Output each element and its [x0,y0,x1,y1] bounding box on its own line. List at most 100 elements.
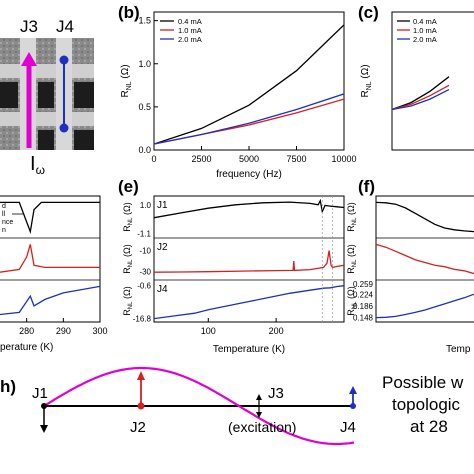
plot-b-ytick-label: 1.0 [138,59,151,69]
device-bar-top [0,64,94,78]
plot-f-ytick-label: 0.186 [353,302,374,311]
plot-f-ytick-label: 0.259 [353,280,374,289]
blue-probe-bottom [59,123,69,133]
plot-e-subplot-label: J2 [157,242,168,253]
magenta-arrowhead [21,52,37,66]
device-label-j4: J4 [56,17,74,36]
panel-label-h: h) [0,377,16,396]
plot-c-legend-label: 1.0 mA [413,26,437,35]
panel-label-b: (b) [118,3,140,22]
plot-b-series-line [154,93,344,145]
j1-node [41,403,47,409]
plot-e-ylabel-3-main: R [122,309,132,316]
plot-e-ytick-label: -30 [139,268,151,277]
plot-f-ylabel-2: RNL (Ω) [346,244,358,273]
plot-f-trace [376,293,474,319]
plot-f-ylabel-3-unit: (Ω) [346,286,356,301]
plot-b-xtick-label: 0 [151,154,156,164]
device-pad-5 [74,130,94,150]
plot-c-ylabel-main: R [360,90,371,97]
plot-b: 0 2500 5000 7500 10000 0.0 0.5 1.0 1.5 0.4 mA1.0 … [138,16,356,180]
plot-d-frame [0,195,101,323]
plot-d_partial-trace [0,285,100,316]
plot-e-ytick-label: -1.1 [137,229,151,238]
plot-e-xtick-label: 200 [269,326,284,336]
plot-f-ylabel-1-main: R [346,225,356,232]
plot-f-ylabel-2-sub: NL [352,259,358,267]
plot-c-legend-label: 0.4 mA [413,17,437,26]
plot-d-annotation-2: ll [2,211,6,218]
plot-e-ytick-label: 1.0 [140,201,152,210]
j4-node [350,403,356,409]
plot-b-xtick-label: 5000 [239,154,259,164]
plot-e-subplot-label: J4 [157,284,168,295]
current-label: Iω [30,153,45,177]
plot-b-ylabel-main: R [120,90,131,97]
plot-e-ytick-label: -10 [139,247,151,256]
wave-label-j2: J2 [130,419,146,436]
plot-e-trace [154,250,344,273]
plot-d-xtick-label: 290 [56,326,71,336]
plot-f-trace [376,201,474,233]
plot-d_partial-trace [0,201,100,235]
plot-e-ylabels: RNL (Ω) RNL (Ω) RNL (Ω) [122,202,134,315]
j2-red-arrowhead [137,371,145,380]
plot-b-legend-label: 2.0 mA [178,35,202,44]
device-pad-1 [0,82,18,108]
device-pad-2 [38,82,54,108]
device-pad-4 [38,130,54,150]
plot-b-ytick-label: 1.5 [138,16,151,26]
plot-d-xtick-label: 280 [19,326,34,336]
plot-b-legend-label: 1.0 mA [178,26,202,35]
plot-b-ytick-label: 0.0 [138,145,151,155]
plot-c: 0.4 mA1.0 mA2.0 mA [392,17,450,111]
plot-e-ytick-label: -0.6 [137,281,151,290]
device-label-j3: J3 [20,17,38,36]
j2-node [137,402,145,410]
plot-f-ytick-label: 0.148 [353,314,374,323]
caption-line-2: topologic [392,395,461,414]
plot-f-ylabel-1: RNL (Ω) [346,202,358,231]
plot-b-xtick-label: 2500 [191,154,211,164]
plot-c-ylabel-unit: (Ω) [360,64,371,81]
plot-d: 280 290 300 [0,201,108,336]
plot-e-ylabel-2-sub: NL [128,259,134,267]
plot-d-annotation-1: d [2,203,6,210]
plot-d-annotations: d ll nce n [2,203,24,234]
plot-d-xtick-label: 300 [92,326,107,336]
j3-arrowhead-down [256,412,262,418]
plot-b-legend-label: 0.4 mA [178,17,202,26]
plot-b-ytick-label: 0.5 [138,102,151,112]
plot-f-ytick-label: 0.224 [353,290,374,299]
j3-arrowhead-up [256,394,262,400]
plot-e-frame [153,195,345,323]
device-image-panel: J3 J4 Iω [0,17,94,177]
plot-e-xlabel: Temperature (K) [213,344,285,355]
plot-c-series-line [392,84,450,111]
wave-label-j4: J4 [340,419,356,436]
plot-f-trace [376,243,474,275]
plot-f-ylabel-2-unit: (Ω) [346,244,356,259]
plot-e: 1.0 -1.1 J1 -10 -30 J2 -0.6 -16.8 J4 100 200 Temper… [133,196,344,355]
plot-c-series-line [392,76,450,111]
blue-probe-top [59,55,69,65]
sine-wave-curve [43,366,355,446]
plot-e-xtick-label: 100 [201,326,216,336]
caption-line-3: at 28 [410,417,448,436]
plot-e-trace [154,285,344,320]
plot-f-ylabel-1-sub: NL [352,217,358,225]
plot-f-xlabel: Temp [446,344,471,355]
plot-f-frame [375,195,474,323]
current-label-i: I [30,153,36,175]
plot-b-xtick-label: 10000 [331,154,356,164]
device-bar-bottom [0,112,94,126]
j1-black-arrowhead [40,425,48,433]
plot-e-ylabel-1-main: R [122,225,132,232]
j4-blue-arrowhead [349,386,357,394]
current-label-omega: ω [36,163,45,177]
wave-label-j1: J1 [32,385,48,402]
plot-e-ytick-label: -16.8 [133,315,152,324]
plot-d-annotation-4: n [2,227,6,234]
